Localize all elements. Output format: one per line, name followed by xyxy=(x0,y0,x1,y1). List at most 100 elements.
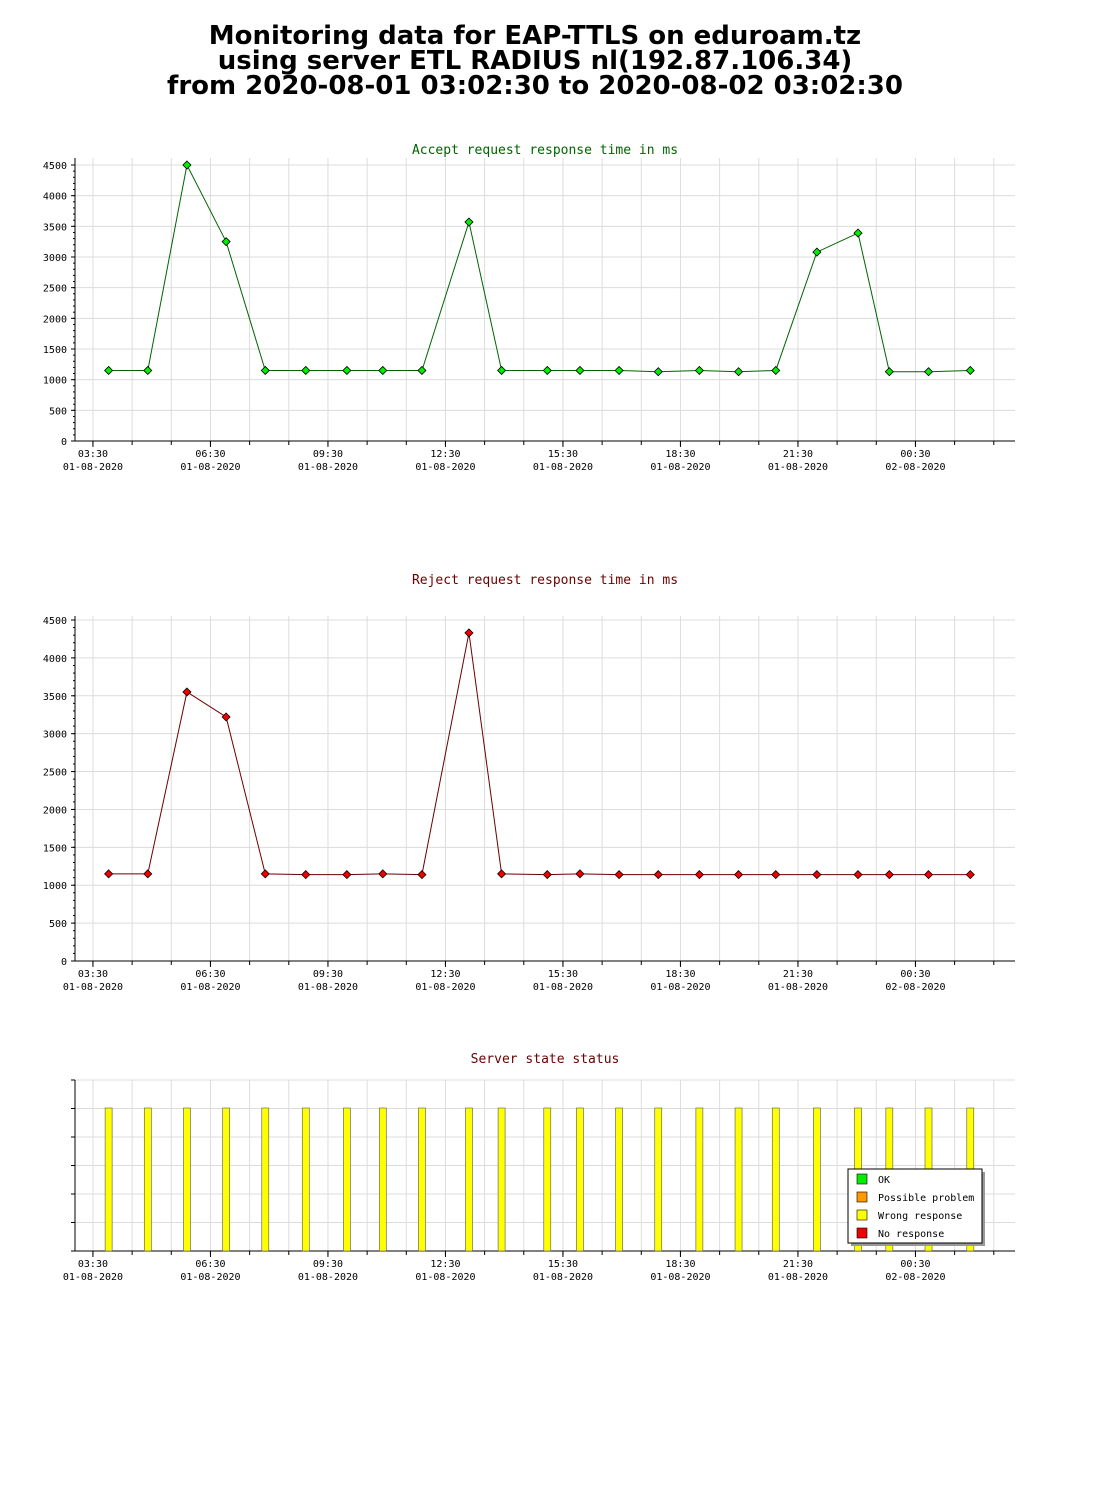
x-tick-label-date: 01-08-2020 xyxy=(298,462,358,473)
x-tick-label-date: 01-08-2020 xyxy=(768,982,828,993)
y-tick-label: 1500 xyxy=(43,843,67,854)
legend-label: OK xyxy=(878,1175,890,1186)
y-tick-label: 1000 xyxy=(43,881,67,892)
status-bar xyxy=(543,1107,552,1252)
x-tick-label-date: 01-08-2020 xyxy=(415,982,475,993)
data-point-accept xyxy=(853,228,863,238)
x-tick-label-time: 12:30 xyxy=(430,449,460,460)
status-bar xyxy=(771,1107,780,1252)
data-point-reject xyxy=(575,869,585,879)
x-tick-label-time: 09:30 xyxy=(313,1259,343,1270)
y-tick-label: 2000 xyxy=(43,805,67,816)
data-point-reject xyxy=(497,869,507,879)
data-point-reject xyxy=(464,628,474,638)
legend-swatch xyxy=(856,1209,868,1221)
y-tick-label: 3000 xyxy=(43,730,67,741)
x-tick-label-date: 01-08-2020 xyxy=(298,1272,358,1283)
y-tick-label: 500 xyxy=(49,406,67,417)
x-tick-label-date: 01-08-2020 xyxy=(180,982,240,993)
x-tick-label-date: 01-08-2020 xyxy=(63,1272,123,1283)
page-title-line-2: using server ETL RADIUS nl(192.87.106.34… xyxy=(217,46,853,76)
chart-title-reject: Reject request response time in ms xyxy=(412,573,678,588)
status-bar xyxy=(695,1107,704,1252)
x-tick-label-date: 01-08-2020 xyxy=(650,1272,710,1283)
x-tick-label-date: 01-08-2020 xyxy=(63,982,123,993)
data-point-reject xyxy=(694,870,704,880)
series-line-reject xyxy=(108,632,971,876)
data-point-reject xyxy=(221,712,231,722)
data-point-reject xyxy=(965,870,975,880)
y-tick-label: 2000 xyxy=(43,314,67,325)
data-point-reject xyxy=(923,870,934,880)
data-point-accept xyxy=(378,365,388,376)
x-tick-label-time: 18:30 xyxy=(665,969,695,980)
x-tick-label-time: 15:30 xyxy=(548,969,578,980)
data-point-accept xyxy=(342,365,352,376)
x-tick-label-time: 12:30 xyxy=(430,969,460,980)
data-point-reject xyxy=(653,870,663,880)
x-tick-label-time: 06:30 xyxy=(195,449,225,460)
data-point-reject xyxy=(417,870,427,880)
chart-title-status: Server state status xyxy=(471,1052,620,1067)
accept-response-time-chart: Accept request response time in ms 03:30 0… xyxy=(43,143,1015,473)
data-point-accept xyxy=(221,237,231,247)
x-tick-label-date: 01-08-2020 xyxy=(650,462,710,473)
x-tick-label-date: 01-08-2020 xyxy=(768,462,828,473)
x-tick-label-time: 00:30 xyxy=(900,969,930,980)
data-point-reject xyxy=(342,870,352,880)
status-bar xyxy=(343,1107,351,1252)
server-state-status-chart: Server state status 03:30 01-08-2020 06:30 0… xyxy=(63,1052,1015,1283)
x-tick-label-time: 15:30 xyxy=(548,1259,578,1270)
y-tick-label: 4000 xyxy=(43,192,67,203)
status-bar xyxy=(378,1107,387,1252)
data-point-reject xyxy=(542,870,552,880)
x-tick-label-date: 01-08-2020 xyxy=(533,462,593,473)
x-tick-label-time: 09:30 xyxy=(313,449,343,460)
data-point-reject xyxy=(853,870,863,880)
data-point-accept xyxy=(884,367,894,377)
page-title-line-1: Monitoring data for EAP-TTLS on eduroam.… xyxy=(208,21,862,51)
x-tick-label-time: 21:30 xyxy=(783,1259,813,1270)
status-bar xyxy=(222,1107,230,1252)
data-point-accept xyxy=(923,367,934,377)
data-point-accept xyxy=(733,367,744,377)
status-bar xyxy=(183,1107,191,1252)
status-bar xyxy=(104,1107,113,1252)
status-bar xyxy=(654,1107,663,1252)
data-point-reject xyxy=(884,870,894,880)
data-point-accept xyxy=(542,365,552,376)
data-point-reject xyxy=(104,869,114,879)
chart-title-accept: Accept request response time in ms xyxy=(412,143,678,158)
y-tick-label: 4500 xyxy=(43,616,67,627)
y-tick-label: 1000 xyxy=(43,376,67,387)
data-point-accept xyxy=(575,365,585,376)
x-tick-label-time: 03:30 xyxy=(78,1259,108,1270)
x-tick-label-date: 01-08-2020 xyxy=(768,1272,828,1283)
y-tick-label: 4000 xyxy=(43,654,67,665)
x-tick-label-time: 12:30 xyxy=(430,1259,460,1270)
data-point-accept xyxy=(694,365,704,376)
legend: OK Possible problem Wrong response No respo… xyxy=(847,1168,983,1244)
x-tick-label-time: 00:30 xyxy=(900,1259,930,1270)
y-tick-label: 3500 xyxy=(43,222,67,233)
status-bar xyxy=(261,1107,270,1252)
x-tick-label-date: 01-08-2020 xyxy=(298,982,358,993)
status-bar xyxy=(497,1107,506,1252)
status-bar xyxy=(813,1107,821,1252)
x-tick-label-time: 03:30 xyxy=(78,449,108,460)
x-tick-label-time: 03:30 xyxy=(78,969,108,980)
data-point-reject xyxy=(260,869,270,879)
status-bar xyxy=(576,1107,584,1252)
x-tick-label-date: 01-08-2020 xyxy=(180,462,240,473)
x-tick-label-time: 06:30 xyxy=(195,1259,225,1270)
data-point-accept xyxy=(182,160,192,170)
page-title: Monitoring data for EAP-TTLS on eduroam.… xyxy=(0,21,1070,99)
data-point-reject xyxy=(301,870,311,880)
status-bar xyxy=(418,1107,426,1252)
data-point-accept xyxy=(260,365,270,376)
legend-label: No response xyxy=(878,1229,944,1240)
legend-swatch xyxy=(856,1191,868,1203)
x-tick-label-date: 02-08-2020 xyxy=(885,1272,945,1283)
x-tick-label-date: 01-08-2020 xyxy=(63,462,123,473)
